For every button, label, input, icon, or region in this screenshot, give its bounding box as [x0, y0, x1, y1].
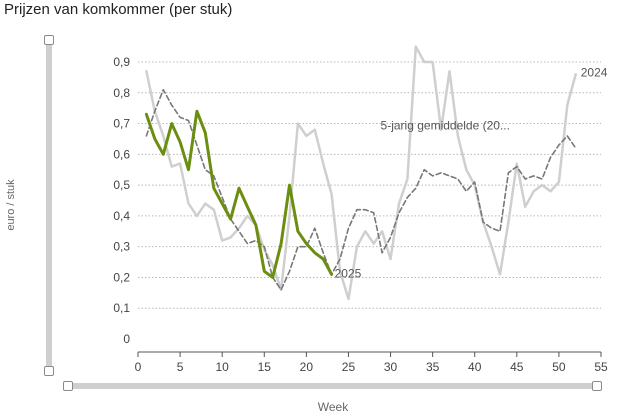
y-axis-label: euro / stuk: [5, 179, 17, 231]
x-tick-label: 55: [594, 360, 608, 374]
y-range-slider-bottom-handle[interactable]: [44, 366, 54, 376]
x-tick-label: 30: [384, 360, 398, 374]
y-tick-label: 0,4: [113, 209, 130, 223]
y-tick-label: 0,5: [113, 178, 130, 192]
y-tick-label: 0,1: [113, 301, 130, 315]
grid-layer: [138, 61, 601, 309]
series-2025-line: [144, 109, 334, 279]
y-tick-label: 0,7: [113, 117, 130, 131]
x-tick-label: 5: [177, 360, 184, 374]
y-tick-label: 0,6: [113, 147, 130, 161]
x-tick-label: 45: [510, 360, 524, 374]
x-tick-label: 35: [426, 360, 440, 374]
label-layer: 2024 5-jarig gemiddelde (20... 2025: [335, 65, 608, 280]
x-tick-label: 15: [258, 360, 272, 374]
axis-layer: 00,10,20,30,40,50,60,70,80,90 5 10 15 20 25 30…: [113, 55, 608, 374]
x-range-slider-right-handle[interactable]: [592, 381, 602, 391]
y-tick-label: 0: [123, 332, 130, 346]
label-2024: 2024: [581, 65, 608, 79]
series-5yr-average-line: [145, 88, 577, 291]
x-axis-label: Week: [317, 400, 349, 414]
label-2025: 2025: [335, 266, 362, 280]
label-5yr-average: 5-jarig gemiddelde (20...: [381, 119, 510, 133]
y-tick-label: 0,2: [113, 270, 130, 284]
x-tick-label: 20: [300, 360, 314, 374]
x-tick-label: 25: [342, 360, 356, 374]
x-tick-label: 0: [135, 360, 142, 374]
x-tick-label: 50: [552, 360, 566, 374]
series-layer: [144, 45, 577, 301]
x-tick-label: 10: [216, 360, 230, 374]
y-range-slider-track[interactable]: [46, 40, 52, 372]
y-tick-label: 0,8: [113, 86, 130, 100]
x-range-slider-track[interactable]: [67, 383, 599, 389]
series-2024-line: [145, 45, 577, 301]
x-range-slider-left-handle[interactable]: [63, 381, 73, 391]
chart-title: Prijzen van komkommer (per stuk): [4, 1, 233, 18]
y-tick-label: 0,9: [113, 55, 130, 69]
x-tick-label: 40: [468, 360, 482, 374]
y-tick-label: 0,3: [113, 240, 130, 254]
y-range-slider-top-handle[interactable]: [44, 35, 54, 45]
